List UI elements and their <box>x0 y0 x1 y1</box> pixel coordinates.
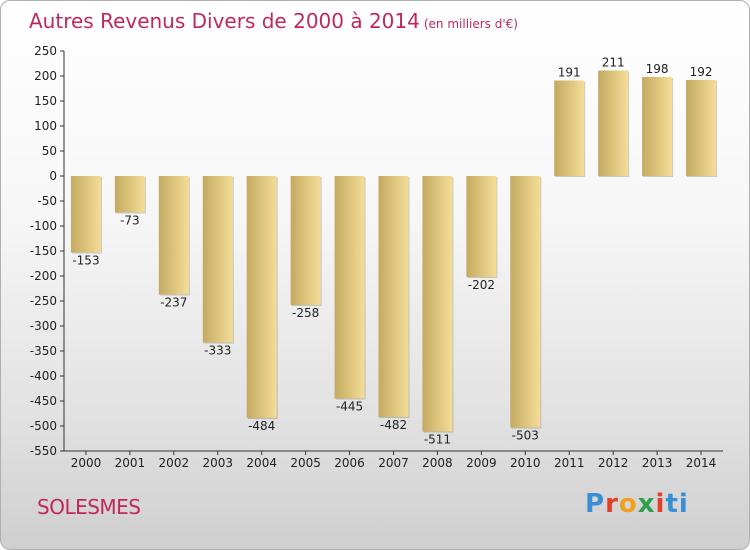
data-label: -482 <box>380 418 407 432</box>
bar <box>70 176 101 253</box>
x-tick-label: 2003 <box>202 456 233 470</box>
bar <box>554 80 585 176</box>
x-tick-label: 2013 <box>642 456 673 470</box>
y-tick-label: -500 <box>30 419 57 433</box>
y-tick-label: 50 <box>42 144 57 158</box>
commune-name: SOLESMES <box>37 495 141 519</box>
y-tick-label: -400 <box>30 369 57 383</box>
y-tick-label: -200 <box>30 269 57 283</box>
y-tick-label: 0 <box>49 169 57 183</box>
bars <box>70 70 718 433</box>
y-tick-label: 200 <box>34 69 57 83</box>
x-tick-label: 2006 <box>334 456 365 470</box>
data-label: 211 <box>602 56 625 70</box>
data-label: -73 <box>120 214 140 228</box>
logo-letter: r <box>605 489 619 519</box>
x-tick-label: 2001 <box>115 456 146 470</box>
x-tick-label: 2008 <box>422 456 453 470</box>
data-labels: -153 -73 -237 -333 -484 -258 -445 -482 -511 -202 -… <box>72 56 712 447</box>
x-tick-label: 2004 <box>246 456 277 470</box>
y-axis: 250 200 150 100 50 0 -50 -100 -150 -200 -250 -300 -3… <box>30 44 65 458</box>
bar <box>422 176 453 432</box>
bar <box>334 176 365 399</box>
y-tick-label: -50 <box>37 194 57 208</box>
title-text: Autres Revenus Divers de 2000 à 2014 <box>29 9 420 33</box>
data-label: -258 <box>292 306 319 320</box>
x-tick-label: 2009 <box>466 456 497 470</box>
data-label: -153 <box>72 254 99 268</box>
x-tick-label: 2005 <box>290 456 321 470</box>
bar <box>246 176 277 418</box>
data-label: 191 <box>558 66 581 80</box>
y-tick-label: -350 <box>30 344 57 358</box>
x-tick-label: 2012 <box>598 456 629 470</box>
logo-letter: x <box>637 489 656 519</box>
data-label: -237 <box>160 296 187 310</box>
x-tick-label: 2010 <box>510 456 541 470</box>
data-label: -511 <box>424 433 451 447</box>
y-tick-label: -300 <box>30 319 57 333</box>
y-tick-label: 100 <box>34 119 57 133</box>
x-tick-label: 2014 <box>686 456 717 470</box>
logo-letter: i <box>678 489 689 519</box>
proxiti-logo[interactable]: Proxiti <box>585 489 689 519</box>
x-tick-label: 2002 <box>159 456 190 470</box>
bar <box>202 176 233 343</box>
logo-letter: o <box>618 489 638 519</box>
data-label: -333 <box>204 344 231 358</box>
data-label: -202 <box>468 278 495 292</box>
y-tick-label: -550 <box>30 444 57 458</box>
y-tick-label: -100 <box>30 219 57 233</box>
data-label: -445 <box>336 400 363 414</box>
logo-letter: t <box>665 489 679 519</box>
bar <box>158 176 189 295</box>
y-tick-label: -150 <box>30 244 57 258</box>
x-axis: 2000 2001 2002 2003 2004 2005 2006 2007 2008 2009… <box>64 450 723 470</box>
chart-title: Autres Revenus Divers de 2000 à 2014 (en … <box>29 9 518 33</box>
bar <box>114 176 145 213</box>
x-tick-label: 2011 <box>554 456 585 470</box>
bar <box>378 176 409 417</box>
logo-letter: i <box>655 489 666 519</box>
x-tick-label: 2000 <box>71 456 102 470</box>
bar <box>686 80 717 176</box>
y-tick-label: 250 <box>34 44 57 58</box>
y-tick-label: 150 <box>34 94 57 108</box>
bar <box>466 176 497 277</box>
data-label: 198 <box>646 62 669 76</box>
y-tick-label: -250 <box>30 294 57 308</box>
data-label: -484 <box>248 419 275 433</box>
x-tick-label: 2007 <box>378 456 409 470</box>
data-label: 192 <box>690 65 713 79</box>
bar <box>642 77 673 176</box>
chart-subtitle: (en milliers d'€) <box>423 17 518 31</box>
bar <box>598 70 629 176</box>
bar <box>510 176 541 428</box>
y-tick-label: -450 <box>30 394 57 408</box>
logo-letter: P <box>585 489 606 519</box>
bar <box>290 176 321 305</box>
data-label: -503 <box>512 429 539 443</box>
